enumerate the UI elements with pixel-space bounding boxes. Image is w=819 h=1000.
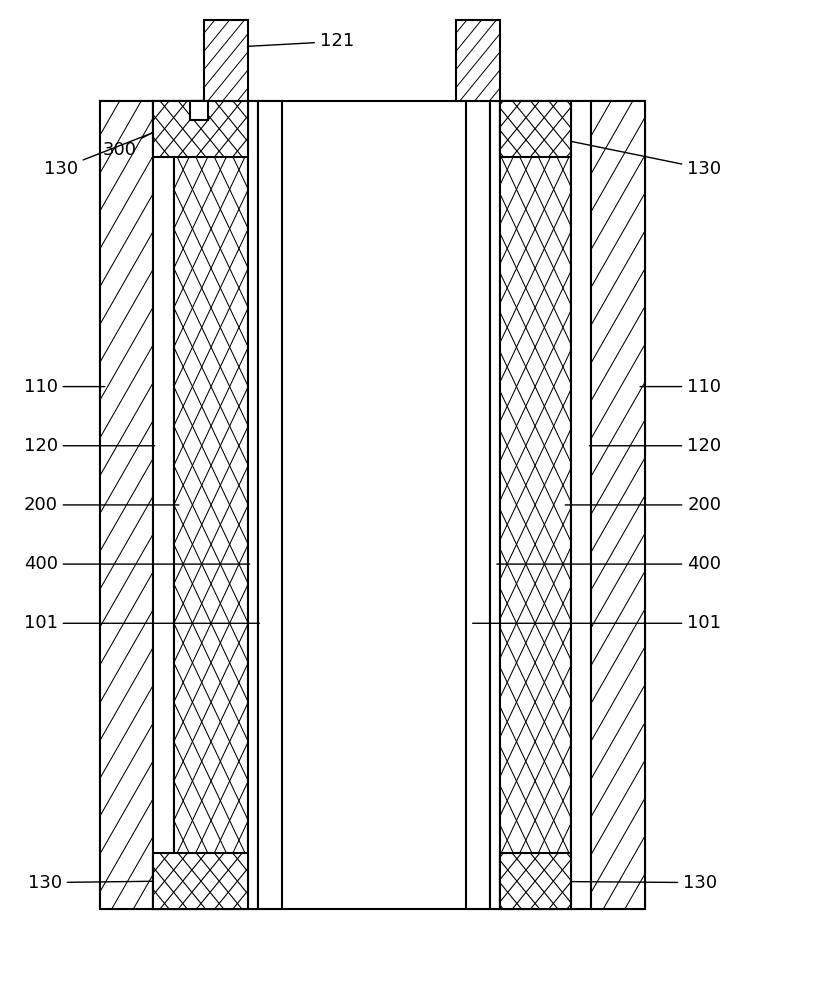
Text: 130: 130 bbox=[512, 129, 722, 178]
Bar bbox=[190, 101, 208, 120]
Bar bbox=[466, 101, 490, 909]
Text: 130: 130 bbox=[43, 130, 161, 178]
Text: 400: 400 bbox=[497, 555, 722, 573]
Bar bbox=[500, 101, 571, 157]
Text: 101: 101 bbox=[24, 614, 260, 632]
Bar bbox=[500, 101, 571, 909]
Text: 110: 110 bbox=[24, 378, 105, 396]
Text: 200: 200 bbox=[24, 496, 179, 514]
Bar bbox=[500, 101, 571, 157]
Bar bbox=[456, 20, 500, 101]
Text: 110: 110 bbox=[640, 378, 722, 396]
Bar bbox=[153, 101, 248, 157]
Bar bbox=[490, 101, 500, 909]
Bar bbox=[204, 20, 248, 101]
Text: 130: 130 bbox=[28, 874, 161, 892]
Bar bbox=[571, 101, 590, 909]
Bar bbox=[590, 101, 645, 909]
Text: 121: 121 bbox=[219, 32, 354, 50]
Bar bbox=[153, 853, 248, 909]
Bar bbox=[100, 101, 645, 909]
Bar bbox=[153, 101, 248, 157]
Bar bbox=[500, 101, 571, 157]
Bar bbox=[456, 20, 500, 101]
Bar bbox=[500, 853, 571, 909]
Bar bbox=[174, 101, 248, 909]
Bar bbox=[500, 853, 571, 909]
Bar bbox=[248, 101, 258, 909]
Text: 300: 300 bbox=[102, 110, 195, 159]
Text: 101: 101 bbox=[473, 614, 722, 632]
Bar bbox=[204, 20, 248, 101]
Bar bbox=[153, 101, 174, 909]
Text: 200: 200 bbox=[565, 496, 722, 514]
Bar bbox=[153, 853, 248, 909]
Bar bbox=[174, 101, 248, 909]
Text: 120: 120 bbox=[590, 437, 722, 455]
Bar bbox=[100, 101, 153, 909]
Text: 400: 400 bbox=[24, 555, 250, 573]
Bar bbox=[258, 101, 283, 909]
Bar bbox=[590, 101, 645, 909]
Bar bbox=[500, 853, 571, 909]
Bar bbox=[153, 101, 248, 157]
Bar bbox=[500, 101, 571, 909]
Bar bbox=[153, 853, 248, 909]
Text: 130: 130 bbox=[512, 874, 717, 892]
Bar bbox=[100, 101, 153, 909]
Bar bbox=[174, 101, 248, 909]
Bar bbox=[500, 101, 571, 909]
Text: 120: 120 bbox=[24, 437, 155, 455]
